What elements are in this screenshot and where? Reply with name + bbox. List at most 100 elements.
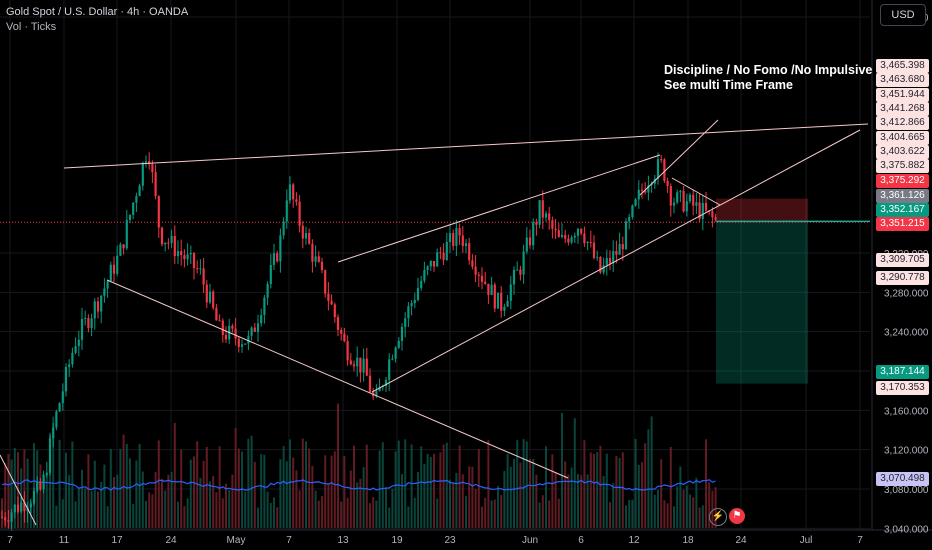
volume-bar <box>663 500 666 528</box>
candle-body <box>455 228 458 246</box>
volume-bar <box>330 455 333 528</box>
candle-body <box>42 474 45 490</box>
candle-body <box>624 221 628 250</box>
candle-body <box>196 268 199 270</box>
x-tick-label: 23 <box>444 535 456 546</box>
candle-body <box>256 323 260 332</box>
candle-body <box>52 427 55 439</box>
volume-bar <box>209 481 211 528</box>
candle-body <box>640 189 644 191</box>
symbol-title[interactable]: Gold Spot / U.S. Dollar · 4h · OANDA <box>6 6 189 18</box>
candle-body <box>135 196 138 203</box>
candle-body <box>656 159 660 179</box>
volume-bar <box>10 459 13 528</box>
candle-body <box>36 481 39 491</box>
volume-bar <box>164 490 167 528</box>
volume-bar <box>708 482 711 528</box>
candle-body <box>298 201 301 226</box>
volume-bar <box>439 452 442 528</box>
candle-body <box>16 504 20 512</box>
volume-bar <box>468 466 471 528</box>
take-profit-zone <box>716 222 808 384</box>
candle-body <box>660 159 663 161</box>
candle-body <box>388 359 391 380</box>
volume-bar <box>45 473 48 528</box>
lightning-icon[interactable]: ⚡ <box>709 508 727 526</box>
volume-bar <box>577 474 579 528</box>
candle-body <box>84 318 87 320</box>
chart-note-line-2: See multi Time Frame <box>664 78 793 92</box>
candle-body <box>692 194 695 206</box>
candle-body <box>0 517 4 519</box>
candle-body <box>212 291 215 308</box>
volume-indicator-label[interactable]: Vol · Ticks <box>6 21 57 33</box>
y-tick-label: 3,080.000 <box>884 485 929 496</box>
candle-body <box>420 280 423 289</box>
flag-icon[interactable]: ⚑ <box>729 508 745 524</box>
candle-body <box>122 244 125 249</box>
volume-bar <box>669 446 672 528</box>
candle-body <box>685 201 688 212</box>
volume-bar <box>618 457 621 528</box>
candle-body <box>314 256 317 262</box>
candle-body <box>509 284 512 301</box>
price-label: 3,187.144 <box>876 365 929 379</box>
candle-body <box>48 438 52 473</box>
volume-bar <box>420 446 423 528</box>
y-tick-label: 3,120.000 <box>884 446 929 457</box>
volume-bar <box>682 489 685 528</box>
price-label: 3,070.498 <box>876 472 929 486</box>
volume-bar <box>471 466 474 528</box>
volume-bar <box>314 490 317 528</box>
currency-button[interactable]: USD <box>880 4 926 26</box>
volume-bar <box>394 451 397 528</box>
candle-body <box>564 234 567 239</box>
volume-bar <box>673 506 675 528</box>
price-label: 3,352.167 <box>876 203 929 217</box>
candle-body <box>247 335 250 344</box>
price-label: 3,465.398 <box>876 59 929 73</box>
volume-bar <box>401 474 403 528</box>
trendline <box>106 279 569 479</box>
candle-body <box>637 189 640 200</box>
candle-body <box>263 297 266 315</box>
volume-bar <box>81 469 83 528</box>
volume-bar <box>372 497 375 528</box>
volume-bar <box>529 458 531 528</box>
volume-bar <box>513 458 515 528</box>
candle-body <box>445 241 448 260</box>
x-tick-label: 11 <box>59 535 70 546</box>
volume-bar <box>660 459 663 528</box>
candle-body <box>132 202 135 215</box>
candle-body <box>570 237 573 243</box>
candle-body <box>669 185 672 206</box>
x-tick-label: 19 <box>391 535 403 546</box>
candle-body <box>205 284 208 303</box>
candle-body <box>295 199 298 202</box>
volume-bar <box>535 474 538 528</box>
candle-body <box>160 227 164 245</box>
stop-loss-zone <box>716 198 808 223</box>
candle-body <box>10 512 13 522</box>
candle-body <box>154 172 157 197</box>
candle-body <box>116 255 119 274</box>
volume-bar <box>545 446 547 528</box>
volume-bar <box>573 418 576 528</box>
volume-bar <box>282 445 285 528</box>
candle-body <box>480 275 484 282</box>
candle-body <box>458 228 461 236</box>
volume-bar <box>266 491 269 528</box>
volume-bar <box>602 476 605 528</box>
candle-body <box>468 243 471 261</box>
price-label: 3,290.778 <box>876 271 929 285</box>
volume-bar <box>39 464 42 528</box>
candle-body <box>583 233 586 244</box>
volume-bar <box>244 491 247 528</box>
volume-bar <box>500 494 503 528</box>
trendline <box>639 119 719 196</box>
candle-body <box>413 300 416 304</box>
candle-body <box>90 318 93 329</box>
volume-bar <box>273 497 275 528</box>
volume-bar <box>628 499 631 528</box>
